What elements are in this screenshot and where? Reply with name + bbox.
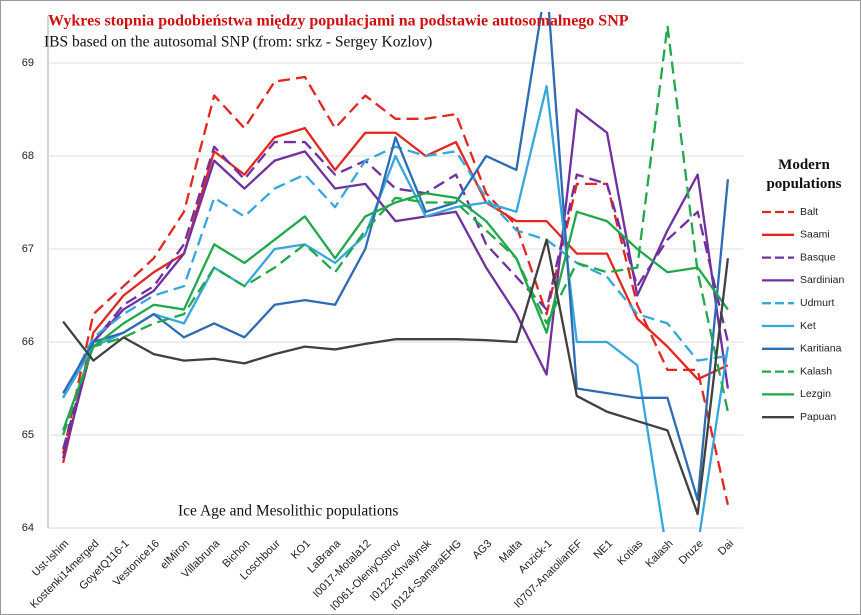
legend-label: Sardinian bbox=[800, 274, 845, 286]
legend-label: Udmurt bbox=[800, 297, 835, 309]
series-line bbox=[61, 75, 730, 506]
legend-title: Modern populations bbox=[766, 157, 842, 192]
y-tick-label: 69 bbox=[22, 57, 34, 69]
legend-label: Balt bbox=[800, 206, 818, 218]
legend-label: Papuan bbox=[800, 411, 836, 423]
y-tick-label: 66 bbox=[22, 336, 34, 348]
legend-label: Kalash bbox=[800, 365, 832, 377]
series-line bbox=[61, 108, 730, 459]
y-tick-label: 67 bbox=[22, 243, 34, 255]
y-tick-label: 65 bbox=[22, 429, 34, 441]
chart-subtitle: IBS based on the autosomal SNP (from: sr… bbox=[44, 34, 432, 51]
legend-label: Karitiana bbox=[800, 343, 842, 355]
series-line bbox=[62, 140, 730, 450]
legend-label: Basque bbox=[800, 251, 836, 263]
series-line bbox=[62, 145, 729, 399]
y-tick-label: 64 bbox=[22, 522, 34, 534]
chart-title: Wykres stopnia podobieństwa między popul… bbox=[48, 13, 629, 30]
annotation: Ice Age and Mesolithic populations bbox=[178, 503, 398, 520]
series-line bbox=[62, 238, 730, 516]
series-line bbox=[62, 85, 730, 532]
y-tick-label: 68 bbox=[22, 150, 34, 162]
legend-label: Ket bbox=[800, 320, 816, 332]
legend-label: Lezgin bbox=[800, 388, 831, 400]
series-line bbox=[62, 192, 729, 431]
series-line bbox=[62, 24, 730, 436]
series-line bbox=[62, 12, 730, 502]
legend-label: Saami bbox=[800, 229, 830, 241]
